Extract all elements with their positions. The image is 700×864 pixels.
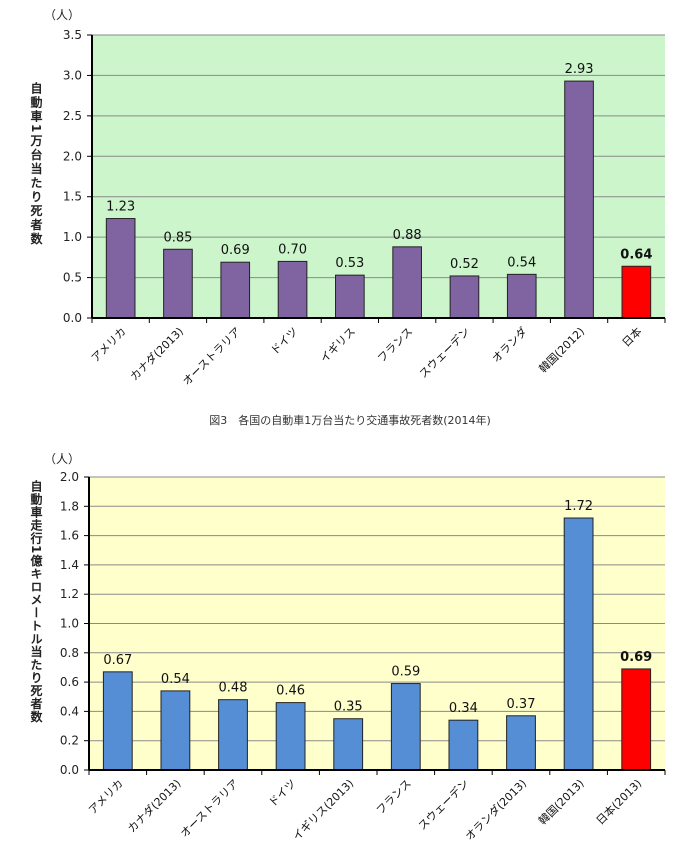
- chart2-x-tick-label: 日本(2013): [593, 776, 644, 827]
- chart1-y-tick-label: 1.0: [63, 230, 82, 244]
- chart1-bar: [335, 274, 365, 319]
- chart2-bar: [102, 671, 133, 771]
- chart2-y-axis-title: 自動車走行1億キロメートル当たり死者数: [29, 480, 43, 724]
- chart2-value-label: 0.48: [219, 681, 248, 696]
- chart1-bar: [621, 265, 652, 319]
- chart2-value-label: 0.69: [620, 650, 652, 665]
- chart1-value-label: 0.53: [335, 256, 364, 271]
- chart1-value-label: 0.88: [393, 228, 422, 243]
- chart1-x-tick-label: アメリカ: [89, 325, 129, 365]
- chart1-x-tick-label: オランダ: [489, 324, 530, 365]
- chart2-value-label: 0.34: [449, 701, 478, 716]
- chart2-y-tick-label: 1.6: [60, 529, 79, 543]
- chart1-x-tick-label: カナダ(2013): [127, 324, 186, 383]
- chart1-x-tick-label: フランス: [375, 325, 415, 365]
- chart1-x-tick-label: 日本: [619, 324, 644, 349]
- chart2-x-tick-label: イギリス(2013): [290, 777, 356, 843]
- chart2-value-label: 0.59: [391, 665, 420, 680]
- chart2-y-tick-label: 0.2: [60, 734, 79, 748]
- chart2-bar: [275, 702, 306, 771]
- chart2-y-tick-label: 2.0: [60, 470, 79, 484]
- chart2-x-tick-label: オランダ(2013): [462, 776, 529, 843]
- chart1-y-tick-label: 0.0: [63, 311, 82, 325]
- chart1-caption: 図3 各国の自動車1万台当たり交通事故死者数(2014年): [209, 414, 491, 427]
- chart2-y-tick-label: 1.8: [60, 499, 79, 513]
- chart1-value-label: 1.23: [106, 200, 135, 215]
- chart1-value-label: 0.52: [450, 257, 479, 272]
- chart1-x-tick-label: イギリス: [318, 325, 358, 365]
- chart2-y-tick-label: 0.4: [60, 704, 79, 718]
- chart2-y-tick-label: 0.8: [60, 646, 79, 660]
- chart2-bar: [563, 517, 594, 771]
- chart1-bar: [163, 248, 193, 319]
- chart2-x-tick-label: アメリカ: [86, 777, 126, 817]
- chart1-value-label: 2.93: [565, 62, 594, 77]
- chart1-value-label: 0.69: [221, 243, 250, 258]
- chart1-y-tick-label: 2.5: [63, 109, 82, 123]
- chart2-bar: [160, 690, 191, 771]
- chart2-y-tick-label: 1.0: [60, 617, 79, 631]
- chart2-y-tick-label: 0.6: [60, 675, 79, 689]
- chart2-x-tick-label: 韓国(2013): [536, 777, 587, 828]
- chart2-bar: [448, 719, 479, 771]
- chart1-x-tick-label: ドイツ: [268, 325, 301, 358]
- chart1-unit: （人）: [44, 8, 81, 22]
- chart2-y-tick-label: 1.2: [60, 587, 79, 601]
- chart2-bar: [333, 718, 364, 771]
- chart1-value-label: 0.85: [163, 230, 192, 245]
- chart1-y-tick-label: 0.5: [63, 271, 82, 285]
- chart1-bar: [105, 218, 136, 319]
- chart2-bar: [218, 699, 248, 771]
- chart2-x-tick-label: オーストラリア: [178, 777, 241, 840]
- chart1-y-axis-title: 自動車1万台当たり死者数: [29, 82, 43, 247]
- chart1-bar: [449, 275, 480, 319]
- chart1-x-tick-label: 韓国(2012): [537, 325, 588, 376]
- chart2-y-tick-label: 0.0: [60, 763, 79, 777]
- chart2-value-label: 0.67: [103, 653, 132, 668]
- chart1-y-tick-label: 2.0: [63, 149, 82, 163]
- chart1-value-label: 0.70: [278, 242, 307, 257]
- chart1-bar: [220, 261, 251, 319]
- chart1-y-tick-label: 3.0: [63, 68, 82, 82]
- chart1-bar: [564, 80, 594, 319]
- chart2-bar: [621, 668, 652, 771]
- chart1-bar: [277, 260, 308, 319]
- chart2-x-tick-label: スウェーデン: [415, 776, 472, 833]
- chart2-bar: [390, 683, 421, 771]
- chart1-x-tick-label: オーストラリア: [180, 325, 243, 388]
- chart1-y-tick-label: 3.5: [63, 28, 82, 42]
- chart1-y-tick-label: 1.5: [63, 190, 82, 204]
- chart2-y-tick-label: 1.4: [60, 558, 79, 572]
- chart1-x-tick-label: スウェーデン: [416, 324, 473, 381]
- chart2-x-tick-label: フランス: [374, 777, 414, 817]
- chart2-x-tick-label: ドイツ: [266, 777, 299, 810]
- chart2-value-label: 1.72: [564, 499, 593, 514]
- chart2-value-label: 0.35: [334, 700, 363, 715]
- chart2-value-label: 0.37: [507, 697, 536, 712]
- chart2-value-label: 0.46: [276, 684, 305, 699]
- chart2-unit: （人）: [44, 452, 81, 466]
- chart2-bar: [506, 715, 536, 771]
- chart2-value-label: 0.54: [161, 672, 190, 687]
- chart2-x-tick-label: カナダ(2013): [124, 776, 183, 835]
- chart1-value-label: 0.54: [507, 255, 536, 270]
- chart1-bar: [506, 273, 537, 319]
- chart1-bar: [392, 246, 422, 319]
- chart1-value-label: 0.64: [620, 247, 652, 262]
